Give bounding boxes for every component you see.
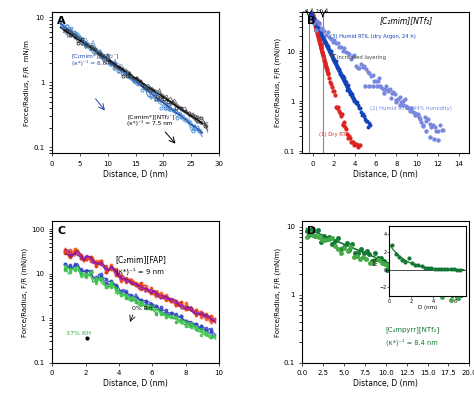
Text: C: C bbox=[57, 226, 65, 236]
X-axis label: Distance, D (nm): Distance, D (nm) bbox=[354, 170, 418, 179]
Y-axis label: Force/Radius, F/R  mN/m: Force/Radius, F/R mN/m bbox=[25, 40, 30, 126]
Text: (κ*)⁻¹ = 8.4 nm: (κ*)⁻¹ = 8.4 nm bbox=[386, 339, 438, 346]
Y-axis label: Force/Radius, F/R (mN/m): Force/Radius, F/R (mN/m) bbox=[274, 38, 281, 127]
Text: [C₂mim][FAP]: [C₂mim][FAP] bbox=[116, 256, 166, 264]
X-axis label: Distance, D (nm): Distance, D (nm) bbox=[103, 170, 168, 179]
Y-axis label: Force/Radius, F/R (mN/m): Force/Radius, F/R (mN/m) bbox=[274, 247, 281, 337]
Text: (2) Humid RTIL (44% humidity): (2) Humid RTIL (44% humidity) bbox=[370, 106, 452, 112]
Text: -4 Å: -4 Å bbox=[303, 9, 314, 14]
Text: [C₄mpyrr][NTf₂]: [C₄mpyrr][NTf₂] bbox=[386, 326, 440, 333]
Text: Increased layering: Increased layering bbox=[337, 55, 386, 60]
Text: 10 Å: 10 Å bbox=[317, 9, 329, 14]
Text: (κ*)⁻¹ = 9 nm: (κ*)⁻¹ = 9 nm bbox=[116, 268, 164, 275]
Text: 0% RH: 0% RH bbox=[132, 306, 153, 312]
Text: [C₃mim*][NTf₂⁻]
(κ*)⁻¹ = 7.5 nm: [C₃mim*][NTf₂⁻] (κ*)⁻¹ = 7.5 nm bbox=[127, 114, 175, 127]
Text: B: B bbox=[308, 17, 316, 26]
Text: A: A bbox=[57, 17, 66, 26]
Text: [C₂mim*][NTf₂⁻]
(κ*)⁻¹ = 6.6 nm: [C₂mim*][NTf₂⁻] (κ*)⁻¹ = 6.6 nm bbox=[72, 54, 119, 66]
Text: D: D bbox=[308, 226, 317, 236]
X-axis label: Distance, D (nm): Distance, D (nm) bbox=[354, 379, 418, 388]
Text: 37% RH: 37% RH bbox=[66, 331, 91, 336]
Y-axis label: Force/Radius, F/R (mN/m): Force/Radius, F/R (mN/m) bbox=[22, 247, 28, 337]
Text: (1) Dry RTIL: (1) Dry RTIL bbox=[319, 132, 350, 137]
X-axis label: Distance, D (nm): Distance, D (nm) bbox=[103, 379, 168, 388]
Text: [C₂mim][NTf₂]: [C₂mim][NTf₂] bbox=[379, 17, 432, 25]
Text: (3) Humid RTIL (dry Argon, 24 h): (3) Humid RTIL (dry Argon, 24 h) bbox=[329, 34, 415, 39]
